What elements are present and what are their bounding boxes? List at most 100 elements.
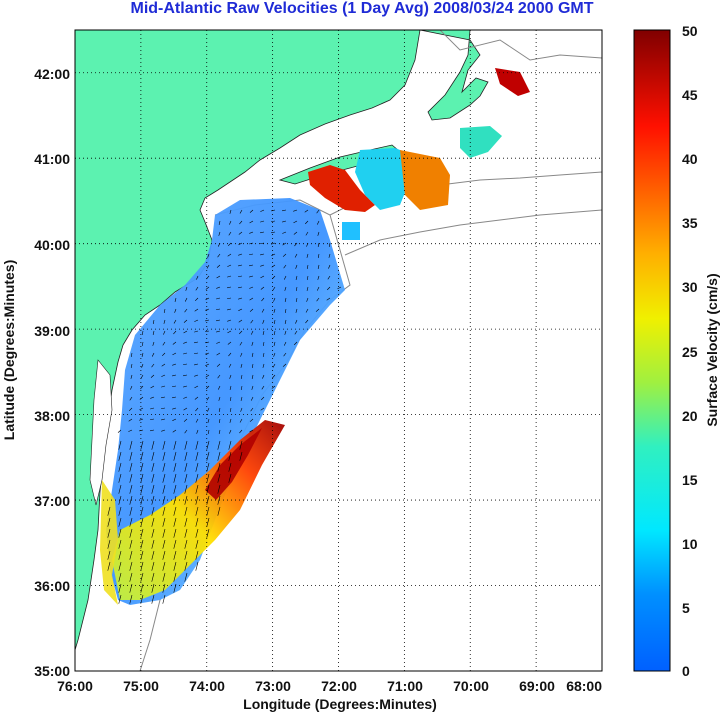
velocity-arrow bbox=[271, 385, 276, 389]
velocity-arrow bbox=[162, 341, 166, 346]
velocity-arrow bbox=[184, 528, 188, 538]
lon-tick-label: 71:00 bbox=[387, 678, 423, 694]
velocity-arrow bbox=[284, 308, 287, 313]
velocity-arrow bbox=[151, 495, 155, 505]
velocity-arrow bbox=[229, 407, 232, 412]
velocity-arrow bbox=[206, 451, 210, 461]
velocity-arrow bbox=[273, 297, 276, 302]
velocity-arrow bbox=[227, 275, 232, 278]
velocity-arrow bbox=[195, 561, 199, 571]
velocity-arrow bbox=[130, 385, 133, 390]
velocity-arrow bbox=[216, 297, 221, 300]
velocity-arrow bbox=[185, 286, 188, 291]
velocity-arrow bbox=[251, 341, 254, 346]
velocity-arrow bbox=[184, 429, 188, 434]
velocity-arrow bbox=[282, 209, 287, 212]
velocity-arrow bbox=[151, 352, 155, 357]
velocity-arrow bbox=[227, 242, 232, 247]
velocity-arrow bbox=[162, 528, 166, 538]
lat-tick-label: 38:00 bbox=[34, 408, 70, 424]
velocity-arrow bbox=[195, 550, 199, 560]
velocity-arrow bbox=[207, 253, 210, 258]
lat-tick-label: 42:00 bbox=[34, 66, 70, 82]
velocity-arrow bbox=[262, 330, 265, 335]
velocity-arrow bbox=[194, 396, 199, 400]
velocity-field-core bbox=[205, 428, 262, 500]
velocity-arrow bbox=[129, 539, 133, 549]
velocity-arrow bbox=[251, 374, 254, 379]
velocity-arrow bbox=[328, 242, 331, 247]
velocity-arrow bbox=[239, 220, 243, 225]
velocity-arrow bbox=[107, 550, 111, 560]
velocity-arrow bbox=[118, 451, 122, 461]
velocity-arrow bbox=[317, 264, 320, 269]
velocity-arrow bbox=[207, 407, 210, 412]
velocity-arrow bbox=[194, 297, 199, 302]
velocity-arrow bbox=[184, 550, 188, 560]
velocity-arrow bbox=[150, 385, 155, 389]
velocity-arrow bbox=[183, 396, 188, 399]
velocity-arrow bbox=[162, 451, 166, 461]
velocity-arrow bbox=[151, 583, 155, 593]
velocity-arrow bbox=[195, 506, 199, 516]
velocity-arrow bbox=[260, 275, 265, 279]
velocity-arrow bbox=[163, 319, 166, 324]
velocity-arrow bbox=[130, 363, 133, 368]
plot-frame bbox=[74, 29, 603, 672]
velocity-arrow bbox=[260, 407, 265, 411]
velocity-arrow bbox=[228, 231, 232, 236]
velocity-arrow bbox=[151, 363, 155, 368]
velocity-arrow bbox=[260, 209, 265, 212]
velocity-arrow bbox=[173, 451, 177, 461]
velocity-arrow bbox=[227, 319, 232, 322]
lon-tick-label: 74:00 bbox=[189, 678, 225, 694]
velocity-arrow bbox=[249, 286, 254, 289]
velocity-field-nantucket bbox=[495, 68, 530, 96]
velocity-arrow bbox=[150, 407, 155, 410]
velocity-arrow bbox=[173, 539, 177, 549]
lat-tick-label: 35:00 bbox=[34, 663, 70, 679]
velocity-arrow bbox=[271, 253, 276, 256]
velocity-arrow bbox=[130, 374, 133, 379]
velocity-arrow bbox=[151, 451, 155, 461]
colorbar-tick-label: 15 bbox=[682, 472, 698, 488]
velocity-arrow bbox=[295, 297, 298, 302]
velocity-arrow bbox=[172, 363, 177, 366]
colorbar bbox=[633, 29, 671, 672]
lon-tick-label: 68:00 bbox=[566, 678, 602, 694]
velocity-arrow bbox=[150, 396, 155, 399]
velocity-arrow bbox=[195, 418, 199, 423]
velocity-arrow bbox=[195, 440, 199, 450]
velocity-arrow bbox=[173, 528, 177, 538]
velocity-arrow bbox=[228, 473, 232, 483]
velocity-arrow bbox=[218, 429, 221, 434]
velocity-arrow bbox=[107, 539, 111, 549]
velocity-arrow bbox=[107, 506, 111, 516]
lon-tick-label: 70:00 bbox=[453, 678, 489, 694]
velocity-arrow bbox=[118, 506, 122, 516]
velocity-arrow bbox=[118, 462, 122, 472]
velocity-arrow bbox=[227, 297, 232, 300]
velocity-field-patch bbox=[342, 222, 360, 240]
velocity-arrow bbox=[216, 275, 221, 279]
velocity-arrow bbox=[238, 286, 243, 289]
velocity-arrow bbox=[229, 396, 232, 401]
velocity-arrow bbox=[140, 374, 144, 379]
velocity-arrow bbox=[129, 506, 133, 516]
velocity-arrow bbox=[229, 385, 232, 390]
velocity-arrow bbox=[315, 308, 320, 312]
velocity-arrow bbox=[184, 297, 188, 302]
velocity-arrow bbox=[295, 275, 298, 280]
velocity-arrow bbox=[283, 275, 287, 280]
velocity-arrow bbox=[273, 319, 276, 324]
velocity-arrow bbox=[205, 374, 210, 378]
velocity-arrow bbox=[194, 341, 199, 344]
velocity-arrow bbox=[216, 286, 221, 289]
velocity-arrow bbox=[228, 451, 232, 461]
velocity-arrow bbox=[305, 308, 309, 313]
velocity-arrow bbox=[284, 330, 287, 335]
velocity-arrow bbox=[140, 539, 144, 549]
velocity-arrow bbox=[239, 418, 243, 423]
velocity-arrow bbox=[195, 451, 199, 461]
